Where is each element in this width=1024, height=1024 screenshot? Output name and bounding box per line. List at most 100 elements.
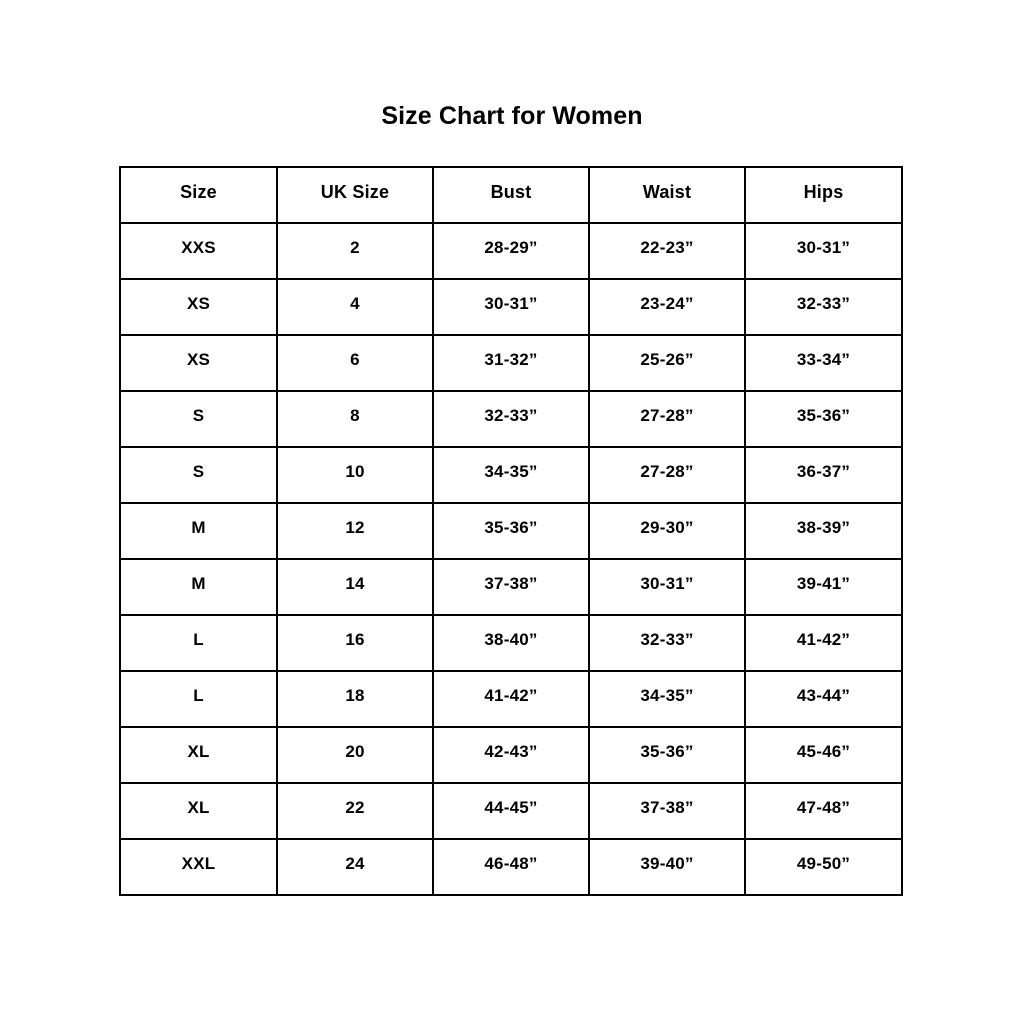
cell-waist-value: 34-35” [640,686,694,705]
cell-waist-value: 37-38” [640,798,694,817]
cell-size: M [119,558,278,616]
cell-uk-size-value: 16 [345,630,365,649]
cell-size: XXL [119,838,278,896]
column-header-uk-size: UK Size [276,166,434,224]
cell-hips: 33-34” [744,334,903,392]
cell-hips: 35-36” [744,390,903,448]
cell-uk-size-value: 8 [350,406,360,425]
cell-hips: 41-42” [744,614,903,672]
cell-waist: 30-31” [588,558,746,616]
table-row: XXS 2 28-29” 22-23” 30-31” [119,222,903,280]
cell-uk-size: 22 [276,782,434,840]
page-title: Size Chart for Women [381,102,643,130]
cell-size: XS [119,278,278,336]
table-row: M 12 35-36” 29-30” 38-39” [119,502,903,560]
cell-bust-value: 42-43” [484,742,538,761]
cell-uk-size-value: 22 [345,798,365,817]
table-row: XS 4 30-31” 23-24” 32-33” [119,278,903,336]
cell-bust-value: 34-35” [484,462,538,481]
cell-waist-value: 30-31” [640,574,694,593]
cell-waist-value: 23-24” [640,294,694,313]
cell-size-value: XL [187,798,210,817]
cell-waist-value: 25-26” [640,350,694,369]
cell-waist-value: 27-28” [640,406,694,425]
cell-uk-size: 16 [276,614,434,672]
column-header-bust: Bust [432,166,590,224]
cell-waist: 25-26” [588,334,746,392]
cell-bust-value: 37-38” [484,574,538,593]
cell-bust-value: 31-32” [484,350,538,369]
cell-hips-value: 30-31” [796,238,851,257]
column-header-hips-label: Hips [803,181,844,202]
cell-bust-value: 41-42” [484,686,538,705]
table-row: M 14 37-38” 30-31” 39-41” [119,558,903,616]
table-row: XXL 24 46-48” 39-40” 49-50” [119,838,903,896]
cell-uk-size-value: 12 [345,518,365,537]
cell-hips: 32-33” [744,278,903,336]
cell-waist: 23-24” [588,278,746,336]
cell-uk-size-value: 6 [350,350,360,369]
table-row: XS 6 31-32” 25-26” 33-34” [119,334,903,392]
table-row: L 16 38-40” 32-33” 41-42” [119,614,903,672]
cell-size-value: S [192,462,205,481]
cell-waist: 37-38” [588,782,746,840]
cell-hips-value: 47-48” [796,798,851,817]
cell-bust: 31-32” [432,334,590,392]
cell-uk-size-value: 18 [345,686,365,705]
cell-bust-value: 38-40” [484,630,538,649]
cell-uk-size: 6 [276,334,434,392]
cell-waist: 27-28” [588,446,746,504]
table-body: XXS 2 28-29” 22-23” 30-31” XS 4 30-31” 2… [119,222,903,896]
cell-hips-value: 39-41” [796,574,851,593]
column-header-bust-label: Bust [490,181,532,202]
cell-size: XXS [119,222,278,280]
cell-size-value: M [191,574,206,593]
cell-uk-size: 24 [276,838,434,896]
cell-bust: 34-35” [432,446,590,504]
cell-bust: 42-43” [432,726,590,784]
cell-bust: 32-33” [432,390,590,448]
cell-size: L [119,614,278,672]
cell-hips-value: 38-39” [796,518,851,537]
cell-bust-value: 32-33” [484,406,538,425]
table-header-row: Size UK Size Bust Waist Hips [119,166,903,224]
cell-bust: 30-31” [432,278,590,336]
size-chart-table: Size UK Size Bust Waist Hips XXS 2 [119,166,903,896]
cell-hips: 45-46” [744,726,903,784]
cell-hips-value: 45-46” [796,742,851,761]
cell-hips: 39-41” [744,558,903,616]
cell-size-value: XXS [181,238,216,257]
cell-bust: 28-29” [432,222,590,280]
column-header-uk-size-label: UK Size [320,181,390,202]
cell-uk-size: 20 [276,726,434,784]
cell-bust-value: 30-31” [484,294,538,313]
column-header-hips: Hips [744,166,903,224]
column-header-waist-label: Waist [642,181,692,202]
cell-size-value: XXL [181,854,216,873]
cell-uk-size: 14 [276,558,434,616]
cell-size-value: XL [187,742,210,761]
cell-hips-value: 41-42” [796,630,851,649]
cell-hips: 38-39” [744,502,903,560]
cell-bust-value: 46-48” [484,854,538,873]
cell-waist-value: 39-40” [640,854,694,873]
cell-waist-value: 22-23” [640,238,694,257]
cell-size-value: XS [186,350,211,369]
cell-uk-size: 18 [276,670,434,728]
cell-size: XS [119,334,278,392]
cell-uk-size: 8 [276,390,434,448]
cell-bust: 38-40” [432,614,590,672]
cell-bust-value: 28-29” [484,238,538,257]
cell-size: S [119,446,278,504]
cell-hips-value: 33-34” [796,350,851,369]
cell-waist: 32-33” [588,614,746,672]
cell-waist: 27-28” [588,390,746,448]
cell-hips-value: 35-36” [796,406,851,425]
cell-bust: 37-38” [432,558,590,616]
table-row: XL 22 44-45” 37-38” 47-48” [119,782,903,840]
cell-size: M [119,502,278,560]
cell-uk-size: 12 [276,502,434,560]
cell-hips-value: 43-44” [796,686,851,705]
cell-uk-size-value: 4 [350,294,360,313]
